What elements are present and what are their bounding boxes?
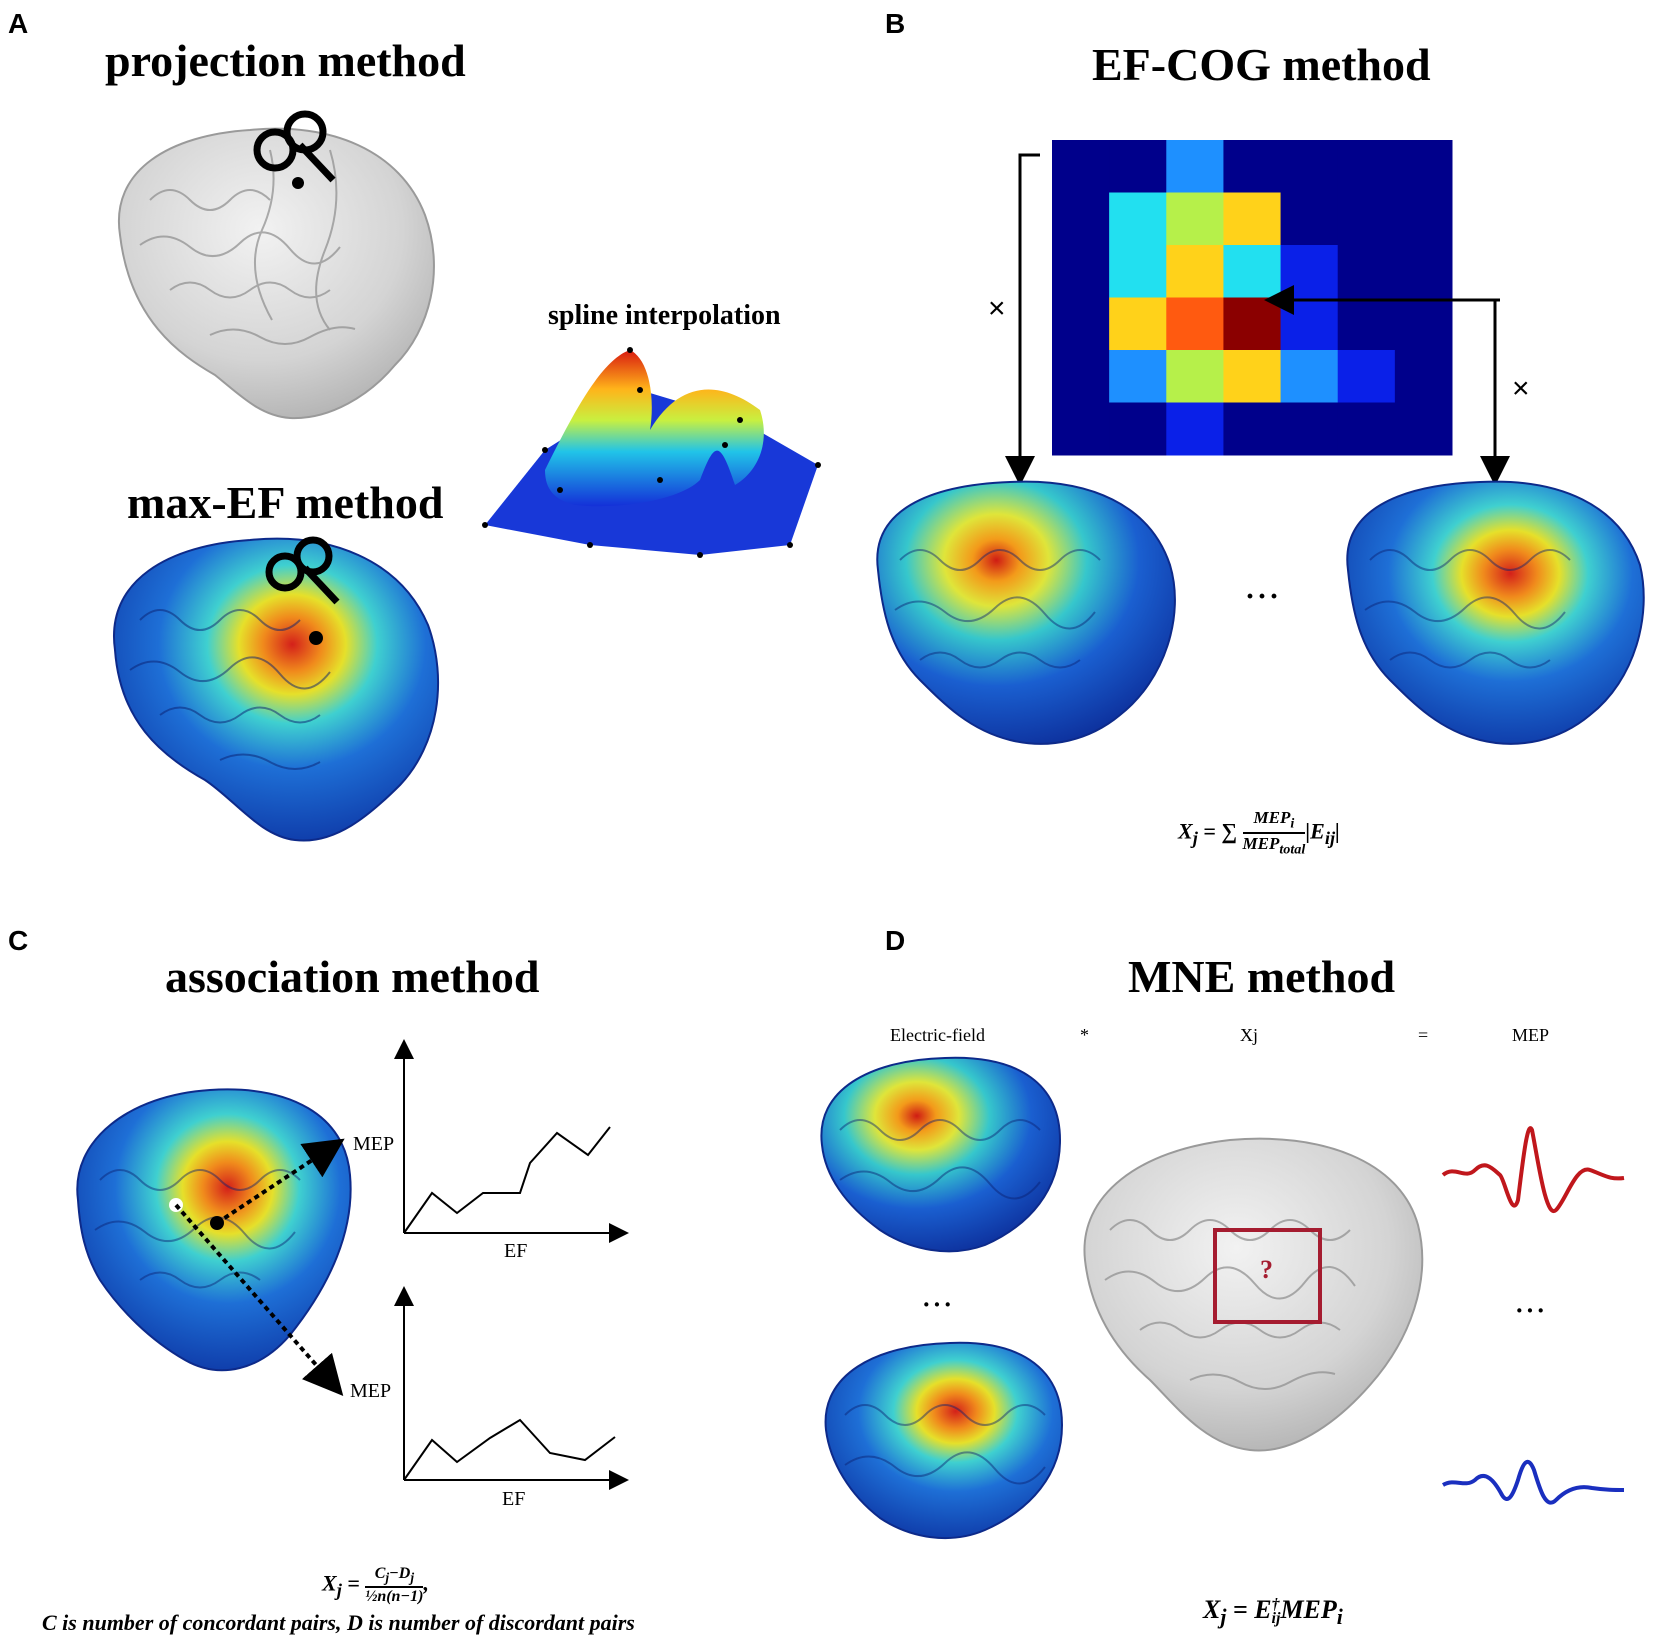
title-association-method: association method <box>165 951 540 1002</box>
projection-point <box>292 177 304 189</box>
heatmap-cell <box>1052 402 1110 456</box>
title-maxef-method: max-EF method <box>127 477 444 528</box>
heatmap-cell <box>1109 245 1167 298</box>
spline-surface <box>482 347 821 558</box>
mne-formula: Xj = E † ij MEPi <box>1203 1595 1343 1630</box>
question-mark: ? <box>1260 1255 1273 1284</box>
chart-bottom-line <box>403 1418 616 1481</box>
projection-brain <box>117 127 435 420</box>
heatmap-cell <box>1280 140 1339 193</box>
times-left: × <box>988 292 1006 325</box>
unknown-region-box <box>1213 1228 1322 1324</box>
ellipsis-d-left: ··· <box>922 1290 955 1319</box>
heatmap-cell <box>1394 402 1453 456</box>
ellipsis-d-right: ··· <box>1515 1296 1548 1325</box>
heatmap-cell <box>1166 402 1224 456</box>
cog-brain-right <box>1346 480 1645 745</box>
heatmap-cell <box>1223 245 1282 298</box>
heatmap-cell <box>1337 350 1396 403</box>
coil-icon-projection <box>253 110 336 183</box>
heatmap-cell <box>1166 140 1224 193</box>
mne-gray-brain <box>1083 1137 1424 1452</box>
ellipsis-b: ··· <box>1245 580 1282 613</box>
heatmap-cell <box>1052 192 1110 246</box>
times-right: × <box>1512 372 1530 405</box>
heatmap-cell <box>1394 297 1453 351</box>
heatmap-cell <box>1223 192 1282 246</box>
heatmap-cell <box>1109 402 1167 456</box>
chart-top-xlabel: EF <box>504 1240 528 1262</box>
header-electric-field: Electric-field <box>890 1025 985 1045</box>
heatmap-cell <box>1337 192 1396 246</box>
heatmap-cell <box>1337 245 1396 298</box>
mne-brain-top <box>820 1056 1062 1253</box>
mep-wave-blue <box>1441 1459 1625 1505</box>
chart-bottom-ylabel: MEP <box>350 1380 392 1402</box>
heatmap-cell <box>1280 192 1339 246</box>
heatmap-cell <box>1166 350 1224 403</box>
mne-brain-bottom <box>824 1341 1064 1540</box>
header-equals: = <box>1418 1025 1429 1045</box>
spline-interpolation-label: spline interpolation <box>548 300 781 331</box>
heatmap-cell <box>1223 140 1282 193</box>
efcog-formula: Xj = ∑ MEPi MEPtotal |Eij| <box>1178 808 1340 858</box>
heatmap-cell <box>1337 402 1396 456</box>
heatmap-cell <box>1337 140 1396 193</box>
association-note: C is number of concordant pairs, D is nu… <box>42 1610 635 1635</box>
dotted-arrows <box>174 1138 345 1397</box>
heatmap-cell <box>1166 245 1224 298</box>
chart-bottom-xlabel: EF <box>502 1488 526 1510</box>
heatmap-cell <box>1280 297 1339 351</box>
heatmap-cell <box>1109 297 1167 351</box>
cog-brain-left <box>876 480 1176 745</box>
heatmap-cell <box>1394 192 1453 246</box>
heatmap-cell <box>1052 245 1110 298</box>
mep-wave-red <box>1441 1126 1625 1214</box>
panel-a-letter: A <box>8 8 29 39</box>
heatmap-cell <box>1052 297 1110 351</box>
cog-arrows <box>1005 153 1510 486</box>
heatmap-cell <box>1280 350 1339 403</box>
title-mne-method: MNE method <box>1128 951 1396 1002</box>
heatmap-cell <box>1280 402 1339 456</box>
panel-d-letter: D <box>885 925 906 956</box>
title-projection-method: projection method <box>105 35 466 86</box>
heatmap-cell <box>1223 297 1282 351</box>
heatmap-cell <box>1052 140 1110 193</box>
heatmap-cell <box>1052 350 1110 403</box>
heatmap-cell <box>1109 192 1167 246</box>
panel-c-letter: C <box>8 925 29 956</box>
heatmap-cell <box>1109 350 1167 403</box>
ef-heatmap <box>1052 140 1453 456</box>
header-xj: Xj <box>1240 1025 1258 1045</box>
maxef-brain <box>112 537 440 842</box>
association-brain <box>76 1088 352 1372</box>
heatmap-cell <box>1394 140 1453 193</box>
panel-b-letter: B <box>885 8 906 39</box>
maxef-point <box>309 631 323 645</box>
chart-top-line <box>403 1126 611 1234</box>
association-formula: Xj = Cj−Dj ½n(n−1) , <box>322 1565 429 1606</box>
chart-top <box>394 1039 629 1243</box>
chart-bottom <box>394 1286 629 1490</box>
title-efcog-method: EF-COG method <box>1092 39 1431 90</box>
heatmap-cell <box>1223 402 1282 456</box>
coil-icon-maxef <box>265 536 340 605</box>
heatmap-cell <box>1166 192 1224 246</box>
heatmap-cell <box>1280 245 1339 298</box>
heatmap-cell <box>1337 297 1396 351</box>
heatmap-cell <box>1394 245 1453 298</box>
chart-top-ylabel: MEP <box>353 1133 395 1155</box>
header-mep: MEP <box>1512 1025 1550 1045</box>
header-star: * <box>1080 1025 1089 1045</box>
heatmap-cell <box>1394 350 1453 403</box>
heatmap-cell <box>1166 297 1224 351</box>
heatmap-cell <box>1109 140 1167 193</box>
heatmap-cell <box>1223 350 1282 403</box>
